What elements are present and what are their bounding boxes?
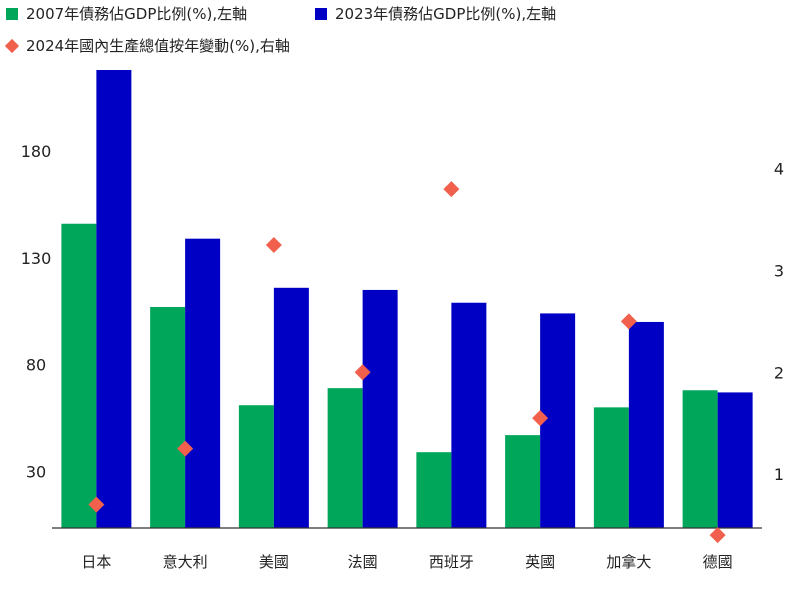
bar-2023 — [717, 392, 753, 528]
legend-item-2007-debt: 2007年債務佔GDP比例(%),左軸 — [6, 3, 247, 24]
y-left-tick-label: 30 — [26, 462, 46, 481]
legend-swatch-blue — [315, 7, 327, 20]
x-tick-label: 日本 — [81, 553, 111, 571]
x-tick-label: 德國 — [703, 553, 733, 571]
bar-2007 — [682, 390, 718, 528]
bar-2023 — [96, 70, 132, 528]
bar-2023 — [540, 313, 576, 528]
bar-2007 — [150, 307, 186, 528]
legend-label-2023-debt: 2023年債務佔GDP比例(%),左軸 — [335, 5, 557, 23]
bar-2023 — [185, 238, 221, 528]
y-left-tick-label: 80 — [26, 356, 46, 375]
bar-2007 — [327, 388, 363, 528]
bar-2007 — [505, 435, 541, 528]
gdp-point — [620, 313, 637, 330]
gdp-point — [88, 496, 105, 513]
legend-item-2024-gdp: 2024年國內生產總值按年變動(%),右軸 — [4, 35, 290, 56]
bar-2023 — [362, 289, 398, 528]
x-tick-label: 加拿大 — [606, 553, 651, 571]
bar-2007 — [61, 223, 97, 529]
x-tick-label: 法國 — [348, 553, 378, 571]
x-tick-label: 英國 — [525, 553, 555, 571]
x-tick-label: 意大利 — [163, 553, 208, 571]
gdp-point — [177, 440, 194, 457]
x-tick-label: 西班牙 — [429, 553, 474, 571]
bar-2007 — [238, 405, 274, 528]
y-right-tick-label: 2 — [774, 363, 784, 382]
legend-label-2007-debt: 2007年債務佔GDP比例(%),左軸 — [26, 5, 248, 23]
gdp-point — [354, 364, 371, 381]
bar-2023 — [273, 287, 309, 528]
gdp-point — [443, 181, 460, 198]
y-right-tick-label: 1 — [774, 465, 784, 484]
y-right-tick-label: 4 — [774, 160, 784, 179]
legend-label-2024-gdp: 2024年國內生產總值按年變動(%),右軸 — [26, 37, 290, 55]
bar-2007 — [416, 452, 452, 528]
bar-2023 — [451, 302, 487, 528]
x-tick-label: 美國 — [259, 553, 289, 571]
legend: 2007年債務佔GDP比例(%),左軸 2023年債務佔GDP比例(%),左軸 … — [0, 0, 800, 60]
bar-2007 — [593, 407, 629, 528]
gdp-point — [265, 237, 282, 254]
legend-swatch-green — [6, 7, 18, 20]
bar-2023 — [628, 321, 664, 528]
legend-item-2023-debt: 2023年債務佔GDP比例(%),左軸 — [315, 3, 556, 24]
y-left-tick-label: 130 — [21, 249, 52, 268]
gdp-point — [709, 527, 726, 544]
y-left-tick-label: 180 — [21, 142, 52, 161]
gdp-point — [532, 410, 549, 427]
y-right-tick-label: 3 — [774, 262, 784, 281]
